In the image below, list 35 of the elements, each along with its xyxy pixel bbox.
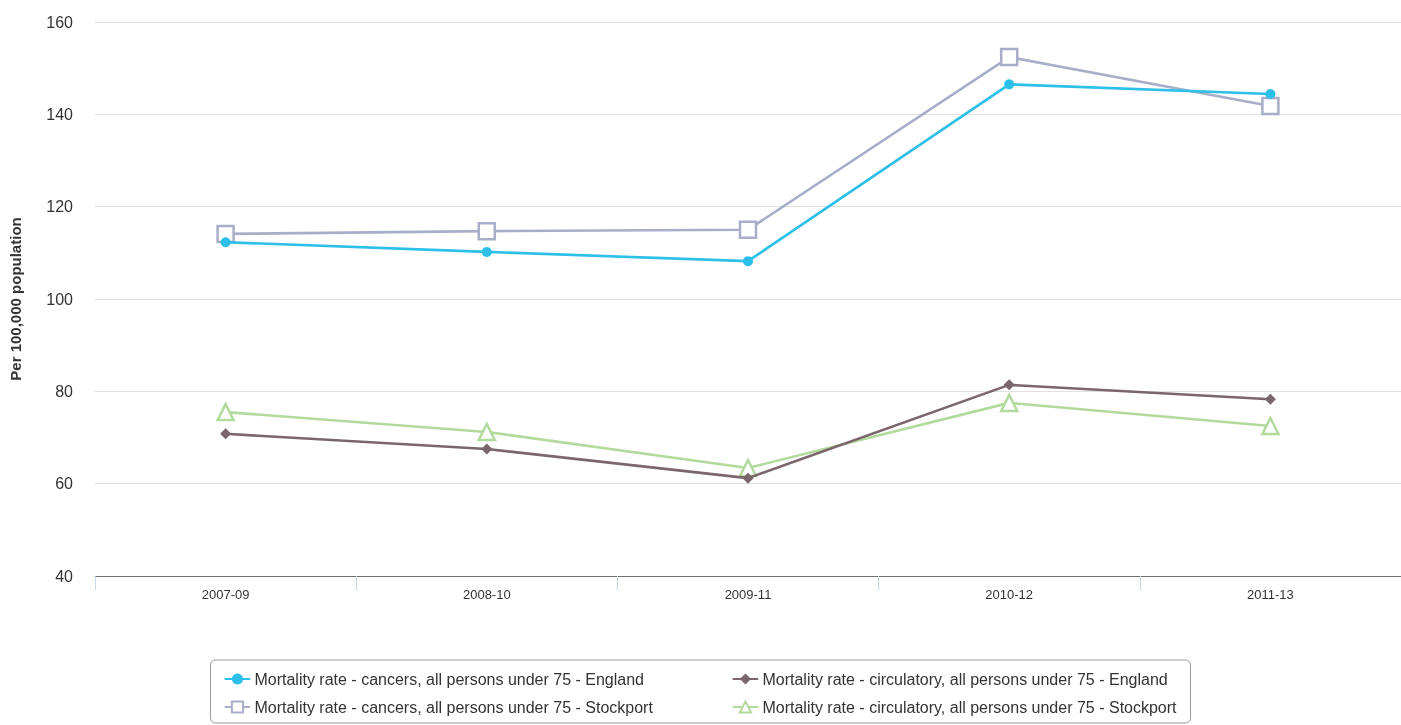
- point: [999, 47, 1019, 67]
- point: [1003, 379, 1015, 391]
- point: [220, 428, 232, 440]
- point: [1264, 393, 1276, 405]
- y-tick-label: 100: [46, 290, 74, 308]
- y-tick-label: 140: [46, 105, 74, 123]
- point: [477, 422, 497, 442]
- x-tick-label: 2007-09: [201, 587, 250, 602]
- y-axis-title: Per 100,000 population: [7, 217, 24, 381]
- y-tick-label: 60: [55, 475, 74, 493]
- legend-label: Mortality rate - circulatory, all persons under 75 - Stockport: [762, 698, 1178, 716]
- y-tick-label: 80: [55, 382, 74, 400]
- point: [481, 246, 492, 257]
- legend-label: Mortality rate - cancers, all persons under 75 - Stockport: [254, 698, 654, 716]
- point: [1265, 89, 1276, 100]
- point: [481, 443, 493, 455]
- point: [1261, 96, 1280, 116]
- point: [738, 220, 758, 239]
- point: [216, 402, 235, 422]
- point: [999, 393, 1019, 413]
- x-tick-label: 2009-11: [724, 587, 772, 602]
- y-tick-label: 160: [46, 13, 74, 31]
- x-tick-label: 2010-12: [985, 587, 1034, 602]
- legend-label: Mortality rate - circulatory, all persons under 75 - England: [762, 670, 1168, 688]
- legend-label: Mortality rate - cancers, all persons under 75 - England: [254, 670, 644, 688]
- point: [742, 472, 754, 484]
- y-tick-label: 40: [55, 567, 74, 585]
- point: [220, 237, 231, 248]
- x-tick-label: 2011-13: [1247, 587, 1294, 602]
- point: [477, 221, 497, 241]
- y-tick-label: 120: [46, 198, 74, 216]
- point: [1261, 416, 1280, 436]
- x-tick-label: 2008-10: [462, 587, 511, 602]
- point: [743, 256, 753, 267]
- point: [1004, 79, 1015, 90]
